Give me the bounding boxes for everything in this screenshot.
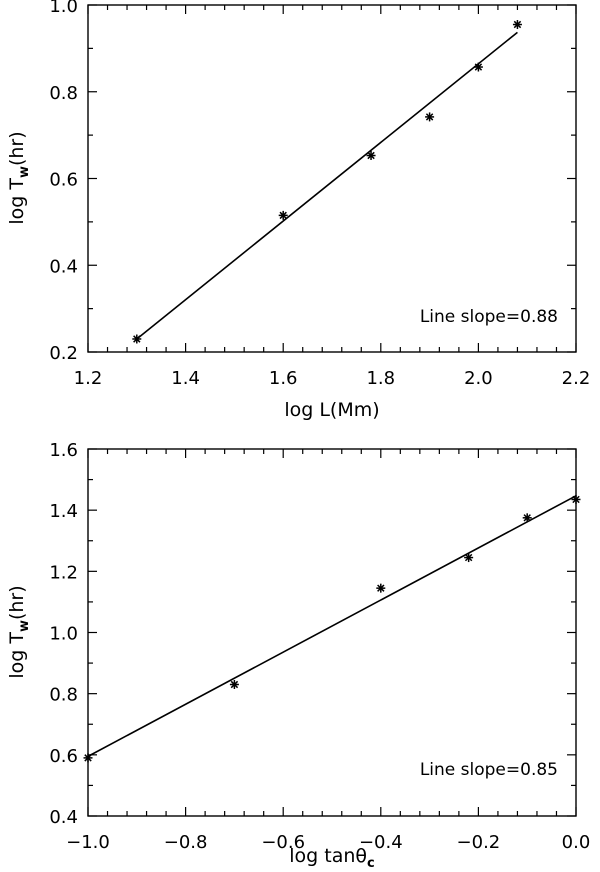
data-point-top bbox=[512, 20, 522, 30]
data-point-top bbox=[366, 151, 376, 161]
y-axis-label-top: log Tw(hr) bbox=[6, 131, 32, 224]
x-tick-label-bottom: −0.2 bbox=[457, 832, 501, 853]
x-tick-label-bottom: 0.0 bbox=[562, 832, 591, 853]
data-point-bottom bbox=[464, 553, 474, 563]
data-point-bottom bbox=[571, 494, 581, 504]
data-points-top bbox=[132, 20, 522, 344]
y-tick-label-bottom: 0.6 bbox=[49, 746, 78, 767]
y-axis-label-bottom: log Tw(hr) bbox=[6, 585, 32, 678]
x-tick-label-top: 1.4 bbox=[171, 368, 200, 389]
x-axis-label-top: log L(Mm) bbox=[284, 399, 379, 421]
x-tick-labels-top: 1.2 1.4 1.6 1.8 2.0 2.2 bbox=[74, 368, 591, 389]
x-tick-label-top: 1.8 bbox=[366, 368, 395, 389]
chart-top: 1.2 1.4 1.6 1.8 2.0 2.2 0.2 0.4 0.6 0.8 1.0 Line … bbox=[6, 0, 590, 421]
y-tick-labels-bottom: 0.4 0.6 0.8 1.0 1.2 1.4 1.6 bbox=[49, 440, 78, 828]
data-point-top bbox=[425, 112, 435, 122]
data-point-top bbox=[473, 62, 483, 72]
data-point-bottom bbox=[376, 583, 386, 593]
y-tick-label-top: 1.0 bbox=[49, 0, 78, 17]
chart-bottom: −1.0 −0.8 −0.6 −0.4 −0.2 0.0 0.4 0.6 0.8 1.0 1.2 1… bbox=[6, 440, 590, 871]
fit-line-bottom bbox=[87, 495, 577, 758]
x-tick-label-top: 2.2 bbox=[562, 368, 591, 389]
y-tick-label-bottom: 1.4 bbox=[49, 501, 78, 522]
y-tick-labels-top: 0.2 0.4 0.6 0.8 1.0 bbox=[49, 0, 78, 364]
x-tick-label-bottom: −0.4 bbox=[359, 832, 403, 853]
x-tick-label-top: 1.2 bbox=[74, 368, 103, 389]
y-tick-label-bottom: 0.4 bbox=[49, 807, 78, 828]
x-tick-label-bottom: −0.8 bbox=[164, 832, 208, 853]
data-point-top bbox=[278, 210, 288, 220]
x-tick-label-top: 2.0 bbox=[464, 368, 493, 389]
y-tick-label-bottom: 1.2 bbox=[49, 562, 78, 583]
y-tick-label-top: 0.2 bbox=[49, 343, 78, 364]
data-points-bottom bbox=[83, 494, 581, 763]
x-axis-label-bottom: log tanθc bbox=[289, 845, 374, 871]
y-tick-label-bottom: 0.8 bbox=[49, 685, 78, 706]
data-point-bottom bbox=[522, 513, 532, 523]
y-tick-label-bottom: 1.0 bbox=[49, 624, 78, 645]
plot-frame-top bbox=[87, 4, 577, 353]
y-tick-label-top: 0.6 bbox=[49, 170, 78, 191]
slope-annotation-top: Line slope=0.88 bbox=[420, 307, 558, 327]
x-tick-label-top: 1.6 bbox=[269, 368, 298, 389]
data-point-bottom bbox=[83, 753, 93, 763]
x-tick-labels-bottom: −1.0 −0.8 −0.6 −0.4 −0.2 0.0 bbox=[66, 832, 590, 853]
x-tick-label-bottom: −0.6 bbox=[261, 832, 305, 853]
data-point-bottom bbox=[229, 679, 239, 689]
y-tick-label-bottom: 1.6 bbox=[49, 440, 78, 461]
slope-annotation-bottom: Line slope=0.85 bbox=[420, 760, 558, 780]
tick-marks-bottom bbox=[87, 448, 577, 817]
x-tick-label-bottom: −1.0 bbox=[66, 832, 110, 853]
tick-marks-top bbox=[87, 4, 577, 353]
y-tick-label-top: 0.8 bbox=[49, 83, 78, 104]
fit-line-top bbox=[136, 31, 518, 340]
y-tick-label-top: 0.4 bbox=[49, 256, 78, 277]
data-point-top bbox=[132, 334, 142, 344]
